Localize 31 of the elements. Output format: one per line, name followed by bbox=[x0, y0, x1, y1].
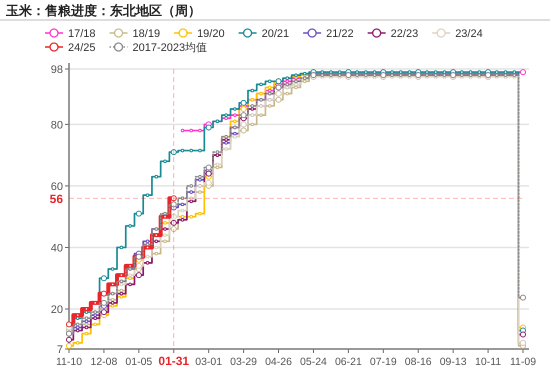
x-tick-label: 05-24 bbox=[300, 356, 328, 368]
y-tick-label: 40 bbox=[50, 242, 63, 254]
legend-label: 19/20 bbox=[197, 28, 225, 40]
chart-title: 玉米：售粮进度：东北地区（周） bbox=[5, 3, 201, 19]
x-tick-label: 03-29 bbox=[230, 356, 258, 368]
legend-label: 23/24 bbox=[455, 28, 483, 40]
y-tick-label: 20 bbox=[50, 304, 63, 316]
legend-label: 17/18 bbox=[68, 28, 96, 40]
x-tick-label: 07-19 bbox=[370, 356, 397, 368]
y-tick-label: 98 bbox=[50, 64, 63, 76]
legend-label: 21/22 bbox=[326, 28, 354, 40]
x-tick-label: 09-13 bbox=[440, 356, 467, 368]
x-tick-label: 11-09 bbox=[510, 356, 536, 368]
x-tick-label: 01-05 bbox=[125, 356, 152, 368]
x-tick-label: 10-11 bbox=[475, 356, 502, 368]
x-tick-label: 01-31 bbox=[158, 354, 190, 368]
legend-label: 20/21 bbox=[262, 28, 290, 40]
x-tick-label: 11-10 bbox=[56, 356, 82, 368]
y-tick-label: 60 bbox=[50, 180, 63, 193]
ref-line-label: 56 bbox=[50, 192, 64, 206]
x-tick-label: 12-08 bbox=[90, 356, 118, 368]
x-tick-label: 03-01 bbox=[195, 356, 222, 368]
x-tick-label: 08-16 bbox=[404, 356, 432, 368]
y-tick-label: 7 bbox=[56, 344, 63, 356]
legend-label: 24/25 bbox=[68, 42, 96, 54]
legend-label: 2017-2023均值 bbox=[132, 42, 208, 54]
x-tick-label: 06-21 bbox=[334, 356, 362, 368]
x-tick-label: 04-26 bbox=[265, 356, 292, 368]
y-tick-label: 80 bbox=[50, 119, 63, 132]
legend-label: 18/19 bbox=[132, 28, 160, 40]
legend-label: 22/23 bbox=[390, 28, 418, 40]
